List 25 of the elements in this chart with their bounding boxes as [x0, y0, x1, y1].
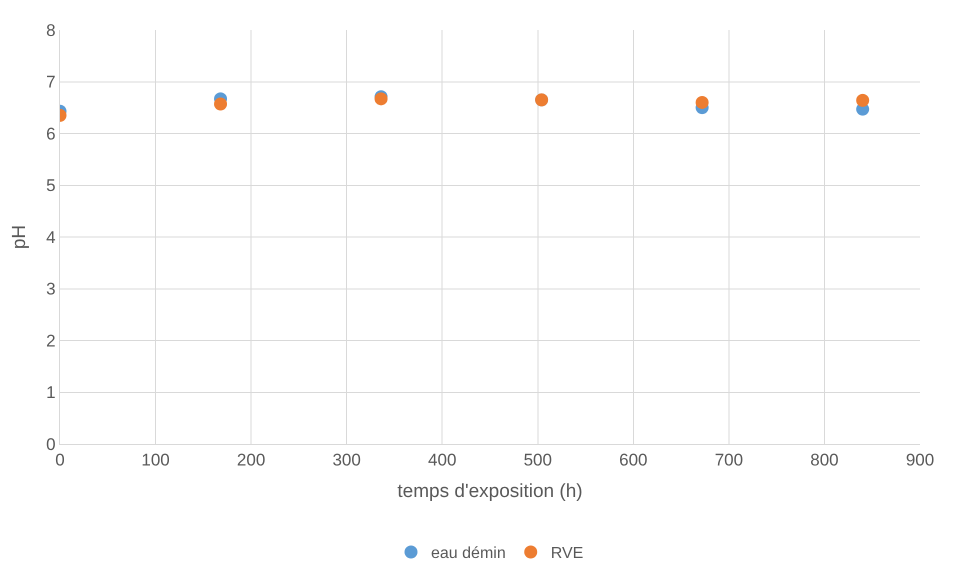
y-tick-label: 6: [46, 124, 56, 144]
x-tick-label: 400: [428, 450, 456, 470]
y-tick-label: 4: [46, 228, 56, 247]
x-tick-label: 600: [619, 450, 648, 470]
x-tick-label: 200: [236, 450, 266, 470]
x-tick-label: 100: [141, 450, 170, 470]
x-axis-title: temps d'exposition (h): [397, 481, 583, 502]
y-tick-label: 0: [46, 434, 56, 454]
y-axis-title: pH: [8, 224, 30, 250]
y-tick-label: 1: [46, 383, 56, 402]
legend-label: RVE: [550, 545, 584, 562]
x-tick-label: 800: [810, 450, 839, 470]
y-tick-label: 8: [46, 20, 56, 40]
point: [856, 94, 870, 107]
y-tick-label: 2: [46, 331, 56, 350]
y-tick-label: 5: [46, 176, 56, 196]
point: [696, 96, 709, 109]
legend-label: eau démin: [431, 545, 506, 562]
y-tick-label: 7: [46, 72, 56, 92]
y-tick-label: 3: [46, 280, 56, 299]
x-tick-label: 300: [332, 450, 361, 470]
x-tick-label: 700: [714, 450, 744, 470]
x-tick-label: 900: [906, 450, 934, 470]
x-tick-label: 500: [524, 450, 552, 470]
point: [214, 98, 228, 110]
